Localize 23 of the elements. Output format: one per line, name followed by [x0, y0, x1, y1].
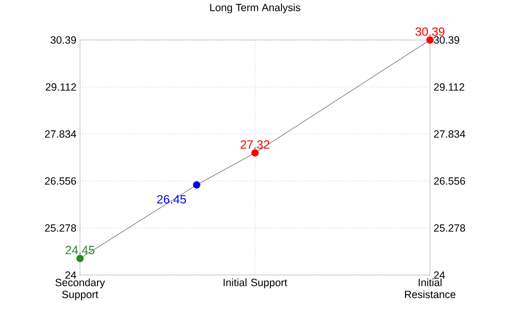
y2-tick-label: 24 [434, 271, 445, 279]
x-tick-label: Initial Resistance [404, 278, 456, 298]
y2-tick-label: 29.112 [434, 83, 464, 91]
y-tick-label: 27.834 [45, 130, 76, 138]
y-tick-label: 29.112 [46, 83, 76, 91]
x-tick-label: Initial Support [224, 278, 288, 288]
y-tick-label: 26.556 [45, 177, 76, 185]
x-tick-label: Secondary Support [55, 278, 105, 300]
data-label: 30.39 [415, 27, 444, 36]
point [76, 254, 84, 262]
point [426, 36, 434, 44]
y2-tick-label: 30.39 [434, 36, 460, 44]
point [192, 181, 200, 189]
y2-tick-label: 27.834 [434, 130, 466, 138]
chart-title: Long Term Analysis [210, 4, 300, 14]
y-tick-label: 30.39 [50, 36, 76, 44]
y2-tick-label: 26.556 [434, 177, 466, 185]
point [251, 149, 259, 157]
y-tick-label: 24 [65, 271, 76, 279]
data-label: 24.45 [66, 246, 94, 254]
y2-tick-label: 25.278 [434, 224, 466, 232]
y-tick-label: 25.278 [45, 224, 76, 232]
data-label: 27.32 [240, 140, 270, 149]
